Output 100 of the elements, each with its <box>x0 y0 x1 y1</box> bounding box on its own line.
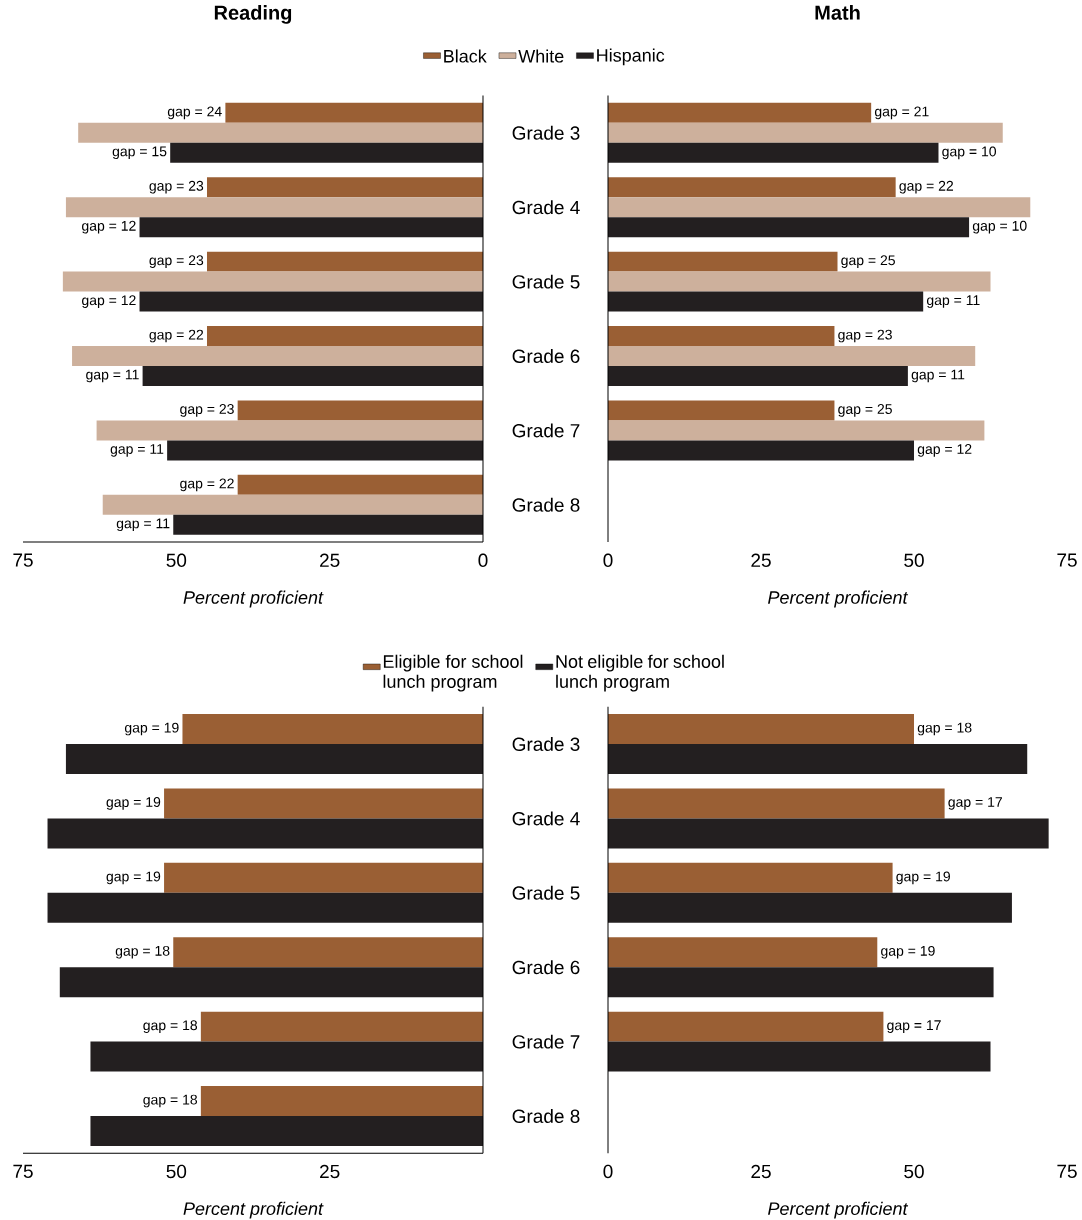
annotation: gap = 11 <box>116 518 170 532</box>
bar <box>182 714 483 745</box>
bar <box>207 251 483 272</box>
bar <box>608 251 838 272</box>
bar <box>608 122 1003 143</box>
x-axis-title: Percent proficient <box>183 590 324 608</box>
y-tick-label: Grade 6 <box>512 349 580 363</box>
y-tick-label: Grade 7 <box>512 1034 580 1049</box>
x-tick-label: 50 <box>904 1164 924 1179</box>
bar <box>102 494 483 515</box>
annotation: gap = 23 <box>149 180 204 194</box>
annotation: gap = 18 <box>115 945 170 959</box>
bar <box>96 420 483 441</box>
bar <box>142 366 483 386</box>
annotation: gap = 10 <box>942 146 997 160</box>
legend-label: Not eligible for school lunch program <box>556 654 724 692</box>
x-tick-label: 0 <box>478 553 488 567</box>
bar <box>608 102 872 123</box>
annotation: gap = 12 <box>82 220 136 234</box>
bar <box>173 937 483 968</box>
bar <box>608 142 939 163</box>
annotation: gap = 17 <box>887 1020 941 1033</box>
x-tick-label: 75 <box>1057 553 1077 567</box>
bar <box>170 142 483 163</box>
bar <box>608 1011 884 1042</box>
bar <box>608 440 915 461</box>
chart-title: Reading <box>214 5 292 24</box>
bar <box>608 271 991 292</box>
bar <box>72 346 483 367</box>
y-tick-label: Grade 7 <box>512 423 580 438</box>
bar <box>608 788 945 819</box>
y-tick-label: Grade 5 <box>512 885 580 900</box>
bar <box>164 788 483 819</box>
annotation: gap = 19 <box>881 945 935 959</box>
bar <box>167 440 483 461</box>
bar <box>608 346 976 367</box>
annotation: gap = 18 <box>143 1094 198 1108</box>
annotation: gap = 12 <box>82 295 136 308</box>
bar <box>608 217 970 238</box>
bar <box>608 197 1031 218</box>
bar <box>65 744 483 775</box>
x-tick-label: 0 <box>603 553 613 567</box>
y-tick-label: Grade 8 <box>512 497 580 512</box>
annotation: gap = 23 <box>149 255 204 268</box>
annotation: gap = 18 <box>917 722 972 736</box>
bar <box>90 1041 483 1072</box>
bar <box>200 1086 483 1117</box>
bar <box>608 967 994 998</box>
annotation: gap = 11 <box>926 295 980 308</box>
legend-label: Black <box>444 49 487 63</box>
annotation: gap = 25 <box>841 255 895 268</box>
x-tick-label: 75 <box>13 553 33 567</box>
x-axis-title: Percent proficient <box>768 590 909 608</box>
annotation: gap = 19 <box>106 871 161 885</box>
annotation: gap = 18 <box>143 1020 198 1033</box>
bar <box>62 271 483 292</box>
bar <box>608 420 985 441</box>
chart-title: Math <box>815 5 860 20</box>
bar <box>164 862 483 893</box>
y-tick-label: Grade 5 <box>512 274 580 289</box>
bar <box>59 967 483 998</box>
bar <box>47 818 483 849</box>
bar <box>608 400 835 421</box>
x-tick-label: 25 <box>751 1164 771 1179</box>
legend-label: Eligible for school lunch program <box>383 654 523 692</box>
x-tick-label: 75 <box>1057 1164 1077 1179</box>
bar <box>47 892 483 923</box>
y-tick-label: Grade 3 <box>512 737 580 751</box>
bar <box>207 177 483 198</box>
annotation: gap = 10 <box>972 220 1027 234</box>
bar <box>90 1116 483 1146</box>
y-tick-label: Grade 4 <box>512 811 580 826</box>
y-tick-label: Grade 3 <box>512 125 580 140</box>
x-tick-label: 50 <box>904 553 924 567</box>
x-tick-label: 25 <box>320 553 340 567</box>
annotation: gap = 11 <box>86 369 139 383</box>
bar <box>608 177 896 198</box>
annotation: gap = 25 <box>838 404 892 417</box>
bar <box>608 892 1012 923</box>
x-tick-label: 25 <box>751 553 771 567</box>
bar <box>78 122 483 143</box>
annotation: gap = 23 <box>180 404 234 417</box>
annotation: gap = 19 <box>896 871 950 885</box>
annotation: gap = 19 <box>124 722 179 736</box>
bar <box>237 474 483 495</box>
bar <box>65 197 483 218</box>
annotation: gap = 22 <box>180 478 234 492</box>
bar <box>608 366 908 386</box>
annotation: gap = 22 <box>899 180 954 194</box>
bar <box>139 217 483 238</box>
bar <box>237 400 483 421</box>
x-tick-label: 25 <box>320 1164 340 1179</box>
bar <box>608 291 924 312</box>
bar <box>608 326 835 347</box>
annotation: gap = 15 <box>112 146 167 160</box>
x-tick-label: 50 <box>166 1164 187 1179</box>
annotation: gap = 17 <box>948 797 1002 810</box>
x-axis-title: Percent proficient <box>183 1201 324 1219</box>
bar <box>608 937 878 968</box>
bar <box>608 744 1028 775</box>
